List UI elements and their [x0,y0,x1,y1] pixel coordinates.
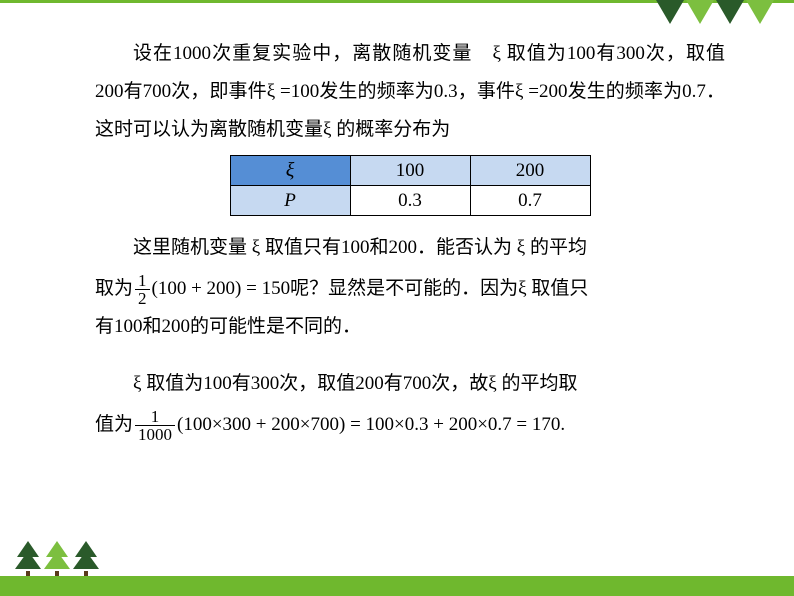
para3-line2: 值为11000(100×300 + 200×700) = 100×0.3 + 2… [95,406,725,444]
content-area: 设在1000次重复实验中，离散随机变量 ξ 取值为100有300次，取值200有… [95,35,725,444]
table-cell: 100 [350,156,470,186]
tree-icon [73,541,99,581]
triangle-icon [656,0,684,24]
tree-icon [15,541,41,581]
triangle-icon [716,0,744,24]
paragraph-2: 这里随机变量 ξ 取值只有100和200．能否认为 ξ 的平均 取为12(100… [95,230,725,346]
bottom-trees [15,541,99,581]
table-cell: 0.3 [350,186,470,216]
table-cell: 200 [470,156,590,186]
fraction: 11000 [135,408,175,443]
bottom-border [0,576,794,596]
table-row: P 0.3 0.7 [230,186,590,216]
top-triangles [656,0,774,24]
para2-line2: 取为12(100 + 200) = 150呢？显然是不可能的．因为ξ 取值只 [95,270,725,308]
para3-line1: ξ 取值为100有300次，取值200有700次，故ξ 的平均取 [95,366,725,402]
triangle-icon [686,0,714,24]
probability-table: ξ 100 200 P 0.3 0.7 [230,155,591,216]
paragraph-1: 设在1000次重复实验中，离散随机变量 ξ 取值为100有300次，取值200有… [95,35,725,149]
table-cell-xi: ξ [230,156,350,186]
paragraph-3: ξ 取值为100有300次，取值200有700次，故ξ 的平均取 值为11000… [95,366,725,444]
para2-line3: 有100和200的可能性是不同的． [95,308,725,346]
para2-line1: 这里随机变量 ξ 取值只有100和200．能否认为 ξ 的平均 [95,230,725,266]
table-cell: 0.7 [470,186,590,216]
fraction: 12 [135,272,150,307]
table-cell-p: P [230,186,350,216]
tree-icon [44,541,70,581]
table-row: ξ 100 200 [230,156,590,186]
triangle-icon [746,0,774,24]
probability-table-wrap: ξ 100 200 P 0.3 0.7 [95,155,725,216]
